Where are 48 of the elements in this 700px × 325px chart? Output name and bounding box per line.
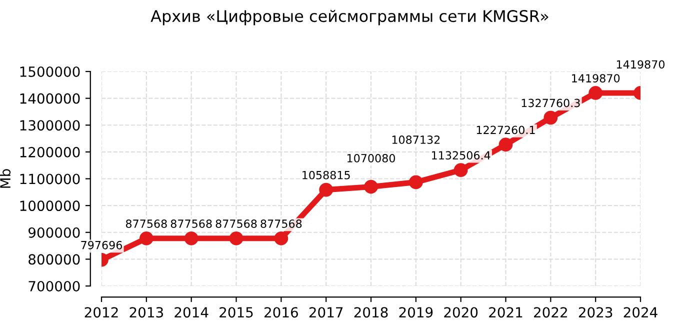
y-tick-label: 800000 xyxy=(28,254,80,265)
data-label: 1132506.4 xyxy=(432,151,490,160)
x-tick-label: 2014 xyxy=(174,307,208,318)
x-tick-label: 2015 xyxy=(220,307,253,318)
y-tick-label: 700000 xyxy=(28,280,80,292)
point xyxy=(498,138,513,152)
data-label: 877568 xyxy=(170,220,212,228)
y-tick-label: 1200000 xyxy=(20,146,80,158)
x-tick-label: 2023 xyxy=(578,307,612,318)
point xyxy=(139,231,154,246)
point xyxy=(544,110,558,125)
point xyxy=(408,175,423,190)
data-label: 877568 xyxy=(260,220,302,228)
data-label: 1327760.3 xyxy=(522,98,580,108)
x-tick-label: 2020 xyxy=(444,307,478,318)
data-label: 1227260.1 xyxy=(476,126,535,134)
point xyxy=(364,180,378,194)
point xyxy=(184,231,198,246)
x-tick-label: 2021 xyxy=(489,307,522,318)
y-tick-label: 1000000 xyxy=(20,200,80,212)
data-label: 1419870 xyxy=(616,60,665,69)
x-tick-label: 2013 xyxy=(130,307,163,318)
y-tick-label: 1100000 xyxy=(20,174,80,184)
y-tick-label: 1300000 xyxy=(20,120,80,131)
data-label: 1058815 xyxy=(302,170,350,180)
point xyxy=(588,86,603,100)
point xyxy=(454,163,468,177)
point xyxy=(274,231,288,246)
x-tick-label: 2012 xyxy=(84,307,118,318)
point xyxy=(319,182,334,197)
y-axis-title: Mb xyxy=(0,169,11,188)
x-tick-label: 2016 xyxy=(264,307,298,318)
x-tick-label: 2022 xyxy=(534,307,567,318)
chart-title: Архив «Цифровые сейсмограммы сети KMGSR» xyxy=(150,10,548,26)
y-tick-label: 1500000 xyxy=(20,66,80,77)
x-tick-label: 2018 xyxy=(354,307,388,318)
point xyxy=(229,231,244,246)
data-label: 877568 xyxy=(126,220,167,228)
y-tick-label: 900000 xyxy=(28,227,80,238)
x-tick-label: 2019 xyxy=(399,307,433,318)
x-tick-label: 2017 xyxy=(309,307,343,318)
data-label: 877568 xyxy=(216,220,257,228)
y-tick-label: 1400000 xyxy=(20,93,80,104)
x-tick-label: 2024 xyxy=(624,307,658,318)
data-label: 1419870 xyxy=(572,74,620,82)
data-label: 1070080 xyxy=(347,154,396,162)
data-label: 797696 xyxy=(81,240,122,250)
data-label: 1087132 xyxy=(392,136,440,144)
